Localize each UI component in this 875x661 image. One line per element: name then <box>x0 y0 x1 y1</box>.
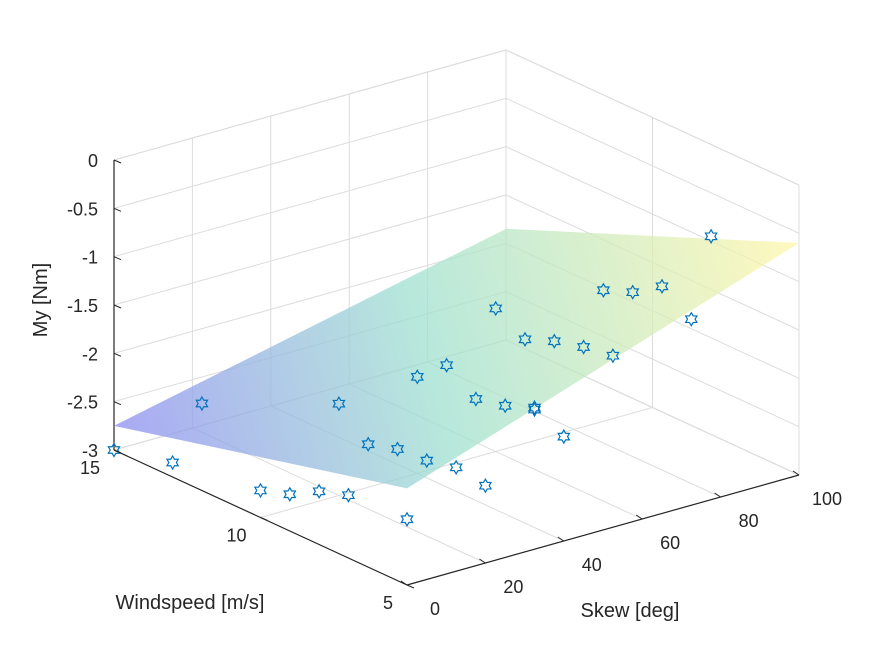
backwall-gridline-z <box>113 242 507 354</box>
x-tick-label: 40 <box>582 555 602 575</box>
z-tick-label: -1.5 <box>67 296 98 316</box>
data-point <box>489 300 503 317</box>
x-tick-label: 100 <box>812 489 842 509</box>
data-point <box>420 452 434 469</box>
data-point <box>498 398 512 414</box>
z-tick-label: -2.5 <box>67 393 98 413</box>
backwall-gridline-z <box>113 146 507 258</box>
sidewall-gridline-z <box>505 97 800 234</box>
data-point <box>655 278 669 295</box>
fit-surface <box>114 228 799 489</box>
data-point <box>195 395 209 412</box>
z-tick-label: -3 <box>82 441 98 461</box>
data-point <box>165 454 180 471</box>
data-point <box>547 333 561 349</box>
z-tick-mark <box>113 256 122 261</box>
data-point <box>596 282 611 298</box>
data-point <box>606 347 620 364</box>
z-tick-mark <box>113 449 122 454</box>
x-tick-mark <box>635 514 643 520</box>
x-tick-mark <box>557 536 565 542</box>
data-point <box>527 401 542 418</box>
sidewall-gridline-z <box>505 49 800 186</box>
x-axis-label: Skew [deg] <box>581 600 680 622</box>
data-point <box>576 339 591 355</box>
data-point <box>557 428 571 445</box>
data-point <box>253 482 268 499</box>
data-point <box>107 442 121 458</box>
z-axis-label: My [Nm] <box>30 263 52 337</box>
data-point <box>704 228 718 245</box>
z-tick-label: -0.5 <box>67 199 98 219</box>
data-point <box>684 311 698 327</box>
data-point <box>283 486 297 502</box>
y-tick-label: 5 <box>383 593 393 613</box>
data-point <box>400 511 414 527</box>
backwall-gridline-z <box>113 97 507 209</box>
y-tick-mark <box>260 517 268 521</box>
z-tick-mark <box>113 159 122 164</box>
surface-layer <box>114 228 799 489</box>
data-point <box>439 357 454 373</box>
data-point <box>332 395 346 412</box>
data-point <box>518 331 532 348</box>
x-tick-label: 80 <box>739 511 759 531</box>
data-point <box>449 459 463 476</box>
backwall-gridline-z <box>113 194 507 306</box>
x-tick-label: 20 <box>503 577 523 597</box>
data-point <box>478 477 493 494</box>
z-tick-label: 0 <box>88 151 98 171</box>
z-tick-mark <box>113 304 122 309</box>
data-point <box>312 483 326 500</box>
data-point <box>410 369 424 385</box>
z-tick-mark <box>113 207 122 212</box>
y-tick-label: 10 <box>226 526 246 546</box>
z-tick-mark <box>113 401 122 406</box>
data-point <box>341 487 356 503</box>
y-axis-label: Windspeed [m/s] <box>116 592 265 614</box>
data-point <box>469 391 483 407</box>
z-tick-label: -2 <box>82 344 98 364</box>
marker-layer <box>107 228 718 527</box>
z-tick-mark <box>113 352 122 357</box>
data-point <box>361 436 375 452</box>
z-tick-label: -1 <box>82 248 98 268</box>
x-axis-line <box>406 474 800 586</box>
data-point <box>626 284 640 300</box>
x-tick-label: 60 <box>660 533 680 553</box>
x-tick-mark <box>479 558 486 564</box>
y-tick-label: 15 <box>80 458 100 478</box>
data-point <box>527 399 542 416</box>
y-tick-mark <box>406 584 415 589</box>
x-tick-mark <box>714 492 721 498</box>
x-tick-label: 0 <box>430 599 440 619</box>
x-tick-mark <box>400 580 408 586</box>
tick-layer: 0 20 40 60 80 100 5 10 15-3 -2.5 -2 -1.5 -1 -0.5 0 <box>67 151 842 619</box>
backwall-gridline-z <box>113 49 507 161</box>
x-tick-mark <box>792 470 800 476</box>
data-point <box>390 441 405 457</box>
